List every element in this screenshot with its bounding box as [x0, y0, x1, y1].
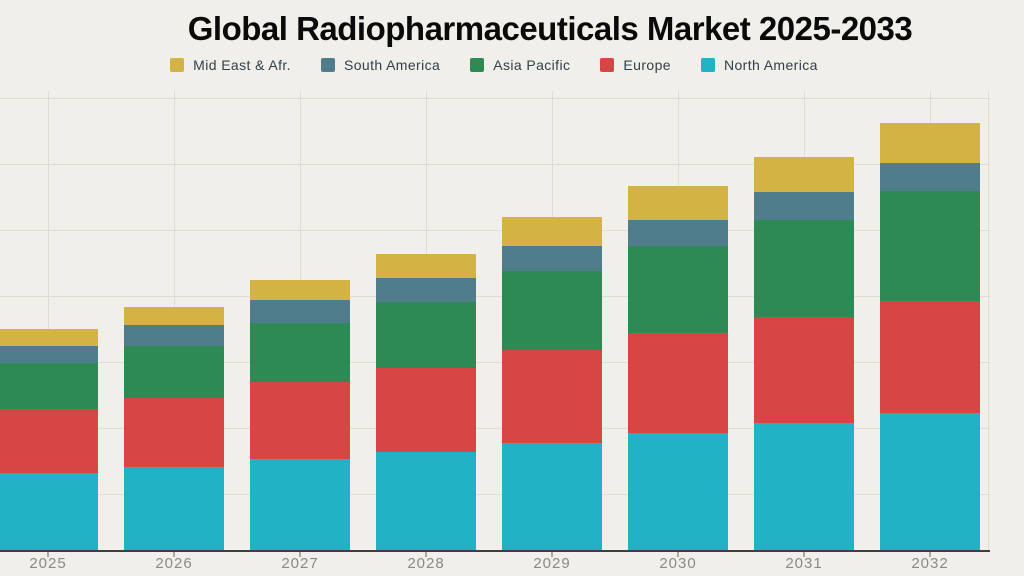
legend-label: North America: [723, 57, 818, 73]
bar-segment-north-america: [880, 413, 980, 551]
bar-segment-north-america: [376, 452, 476, 551]
legend-item: Europe: [600, 57, 671, 73]
bar-segment-south-america: [502, 246, 602, 271]
bar-segment-europe: [250, 382, 350, 459]
bar-segment-north-america: [502, 443, 602, 551]
bar-segment-europe: [124, 397, 224, 468]
bar-segment-north-america: [124, 467, 224, 551]
bar-segment-asia-pacific: [628, 246, 728, 333]
legend-swatch-icon: [320, 58, 335, 72]
bar-segment-asia-pacific: [124, 345, 224, 398]
legend-item: Asia Pacific: [470, 57, 570, 73]
legend-label: Europe: [623, 57, 671, 73]
x-tick: [677, 552, 679, 557]
x-axis-label: 2029: [533, 555, 571, 572]
x-axis-label: 2025: [29, 555, 67, 572]
bar-segment-europe: [628, 333, 728, 433]
gridline-horizontal: [0, 494, 990, 495]
bar-segment-south-america: [754, 192, 854, 220]
bar-segment-mid-east-afr: [754, 157, 854, 192]
x-axis-label: 2028: [407, 555, 445, 572]
bar-segment-south-america: [0, 346, 98, 363]
x-axis-line: [0, 550, 990, 552]
bar-segment-south-america: [880, 163, 980, 191]
bar-segment-mid-east-afr: [376, 254, 476, 278]
bar-segment-asia-pacific: [754, 220, 854, 317]
legend-item: South America: [320, 57, 441, 73]
bar-segment-mid-east-afr: [880, 123, 980, 163]
x-tick: [173, 552, 175, 557]
bar-segment-south-america: [376, 278, 476, 302]
legend-swatch-icon: [170, 58, 185, 72]
x-tick: [47, 552, 49, 557]
bar-segment-asia-pacific: [502, 271, 602, 350]
bar-segment-asia-pacific: [376, 302, 476, 368]
bar-segment-mid-east-afr: [628, 186, 728, 220]
legend-label: Mid East & Afr.: [193, 57, 291, 73]
legend-label: Asia Pacific: [493, 57, 571, 73]
bar-segment-mid-east-afr: [124, 307, 224, 325]
x-axis-label: 2031: [785, 555, 823, 572]
x-axis-label: 2026: [155, 555, 193, 572]
bar-segment-north-america: [0, 473, 98, 551]
bar-segment-north-america: [250, 459, 350, 551]
bar-2031: [754, 157, 854, 551]
bar-segment-mid-east-afr: [0, 329, 98, 346]
x-tick: [425, 552, 427, 557]
bar-segment-south-america: [124, 324, 224, 346]
bar-2027: [250, 280, 350, 551]
bar-segment-south-america: [250, 300, 350, 323]
x-tick: [803, 552, 805, 557]
legend-swatch-icon: [600, 58, 615, 72]
legend-swatch-icon: [700, 58, 715, 72]
legend-item: North America: [700, 57, 818, 73]
gridline-horizontal: [0, 98, 990, 99]
bar-segment-europe: [754, 317, 854, 423]
chart-title: Global Radiopharmaceuticals Market 2025-…: [187, 10, 913, 47]
gridline-horizontal: [0, 296, 990, 297]
bar-2025: [0, 329, 98, 551]
gridline-horizontal: [0, 428, 990, 429]
bar-segment-europe: [502, 350, 602, 443]
legend-swatch-icon: [470, 58, 485, 72]
gridline-vertical: [988, 91, 989, 551]
bar-segment-north-america: [754, 423, 854, 551]
legend-item: Mid East & Afr.: [170, 57, 291, 73]
bar-segment-mid-east-afr: [502, 217, 602, 246]
chart-legend: Mid East & Afr. South America Asia Pacific…: [0, 57, 988, 73]
bar-segment-mid-east-afr: [250, 280, 350, 300]
bar-segment-europe: [0, 409, 98, 473]
x-axis-label: 2032: [911, 555, 949, 572]
bar-segment-south-america: [628, 220, 728, 246]
bar-segment-north-america: [628, 433, 728, 551]
gridline-horizontal: [0, 164, 990, 165]
gridline-vertical: [48, 91, 49, 551]
bar-2030: [628, 186, 728, 551]
gridline-horizontal: [0, 230, 990, 231]
gridline-horizontal: [0, 362, 990, 363]
bar-segment-asia-pacific: [250, 323, 350, 382]
bar-segment-europe: [376, 368, 476, 452]
plot-area: [0, 91, 990, 551]
x-tick: [299, 552, 301, 557]
bar-2026: [124, 307, 224, 551]
bar-2029: [502, 217, 602, 551]
x-tick: [551, 552, 553, 557]
bar-segment-asia-pacific: [0, 363, 98, 409]
x-axis-label: 2027: [281, 555, 319, 572]
x-tick: [929, 552, 931, 557]
bar-2028: [376, 254, 476, 551]
bar-segment-europe: [880, 301, 980, 413]
legend-label: South America: [343, 57, 441, 73]
bar-2032: [880, 123, 980, 551]
bar-segment-asia-pacific: [880, 191, 980, 301]
x-axis-label: 2030: [659, 555, 697, 572]
